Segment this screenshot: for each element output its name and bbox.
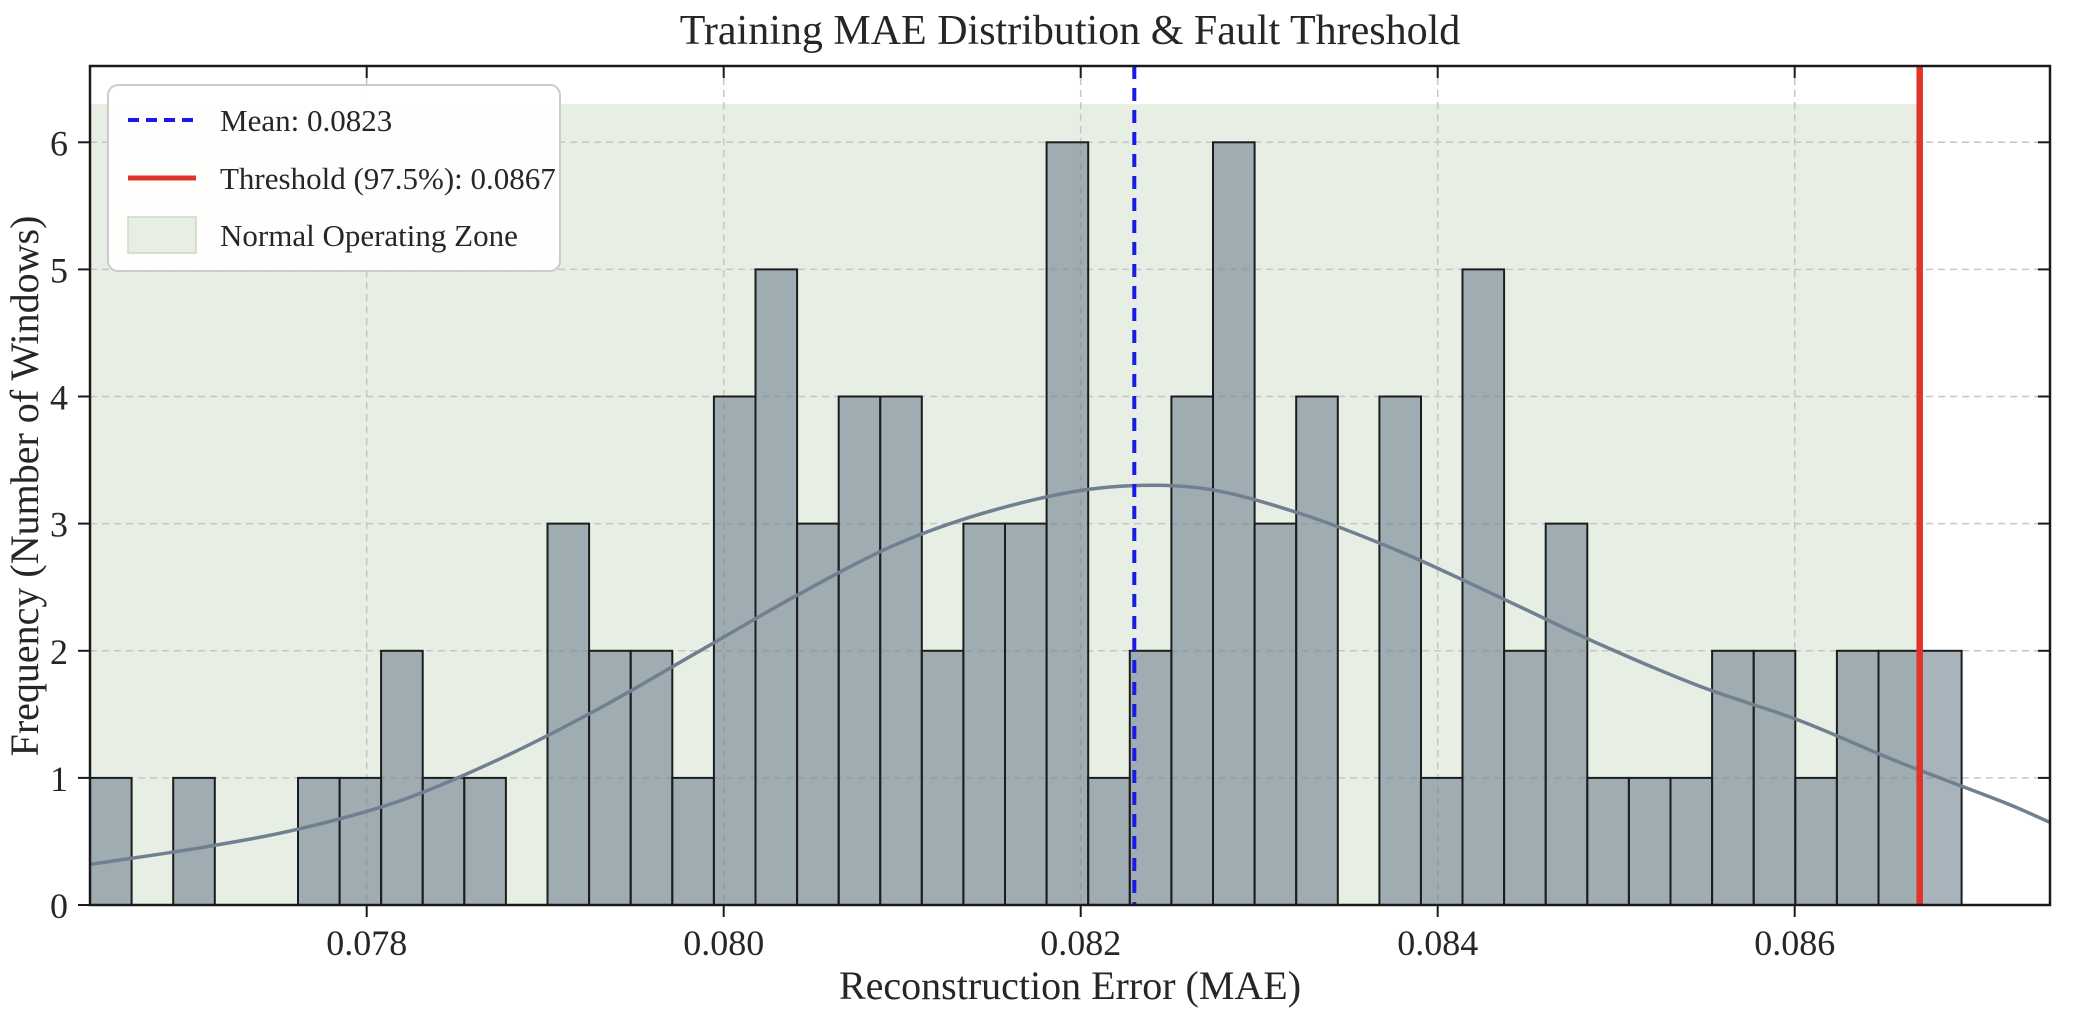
legend-threshold-label: Threshold (97.5%): 0.0867	[220, 161, 556, 196]
histogram-bar	[546, 522, 591, 906]
legend-mean-label: Mean: 0.0823	[220, 103, 392, 138]
histogram-bar	[1170, 395, 1215, 906]
histogram-bar	[588, 649, 632, 906]
histogram-bar	[421, 776, 466, 907]
histogram-bar	[1877, 649, 1922, 906]
histogram-bar	[1087, 776, 1131, 907]
histogram-bar	[1253, 522, 1298, 906]
histogram-bar	[1045, 141, 1090, 907]
histogram-bar	[380, 649, 424, 906]
y-tick-label: 2	[50, 632, 68, 672]
histogram-bar	[671, 776, 715, 907]
histogram-bar	[1711, 649, 1755, 906]
histogram-bar	[1752, 649, 1797, 906]
legend-zone-patch-swatch	[127, 216, 197, 254]
x-tick-label: 0.080	[683, 923, 764, 963]
histogram-bar	[1586, 776, 1630, 907]
y-tick-label: 3	[50, 505, 68, 545]
histogram-bar	[1378, 395, 1423, 906]
histogram-bar	[1503, 649, 1547, 906]
histogram-bar	[837, 395, 882, 906]
histogram-bar	[172, 776, 216, 907]
histogram-bar	[89, 776, 133, 907]
histogram-bar	[1544, 522, 1589, 906]
histogram-bar	[1669, 776, 1714, 907]
histogram-bar	[962, 522, 1007, 906]
histogram-bar	[796, 522, 840, 906]
histogram-bar	[712, 395, 757, 906]
kde-curve	[89, 483, 2051, 867]
histogram-bar	[1627, 776, 1672, 907]
histogram-bar	[338, 776, 383, 907]
x-axis-label: Reconstruction Error (MAE)	[839, 963, 1301, 1008]
histogram-bar	[1212, 141, 1256, 907]
plot-area: 0.078 0.080 0.082 0.084 0.086 0 1 2 3 4 5 6	[50, 64, 2052, 963]
histogram-bar	[879, 395, 923, 906]
y-tick-label: 0	[50, 886, 68, 926]
histogram-bar	[1004, 522, 1048, 906]
x-tick-label: 0.086	[1754, 923, 1835, 963]
y-tick-label: 4	[50, 378, 68, 418]
legend-box	[107, 84, 561, 272]
y-tick-label: 1	[50, 759, 68, 799]
legend-zone-label: Normal Operating Zone	[220, 218, 518, 253]
histogram-bar	[1295, 395, 1339, 906]
y-axis-label: Frequency (Number of Windows)	[2, 216, 47, 757]
x-tick-label: 0.084	[1397, 923, 1478, 963]
histogram-bar	[754, 268, 799, 906]
legend: Mean: 0.0823 Threshold (97.5%): 0.0867 N…	[107, 84, 561, 272]
histogram-bar	[629, 649, 674, 906]
histogram-bar	[1419, 776, 1464, 907]
chart-title: Training MAE Distribution & Fault Thresh…	[680, 8, 1461, 54]
histogram-bar	[1835, 649, 1880, 906]
histogram-bar	[1794, 776, 1838, 907]
histogram-bar	[920, 649, 965, 906]
histogram-bar	[297, 776, 341, 907]
x-tick-label: 0.078	[326, 923, 407, 963]
x-tick-label: 0.082	[1040, 923, 1121, 963]
histogram-bar	[463, 776, 507, 907]
y-tick-label: 6	[50, 123, 68, 163]
plot-border	[88, 64, 2052, 907]
histogram-bar	[1461, 268, 1506, 906]
y-tick-label: 5	[50, 250, 68, 290]
